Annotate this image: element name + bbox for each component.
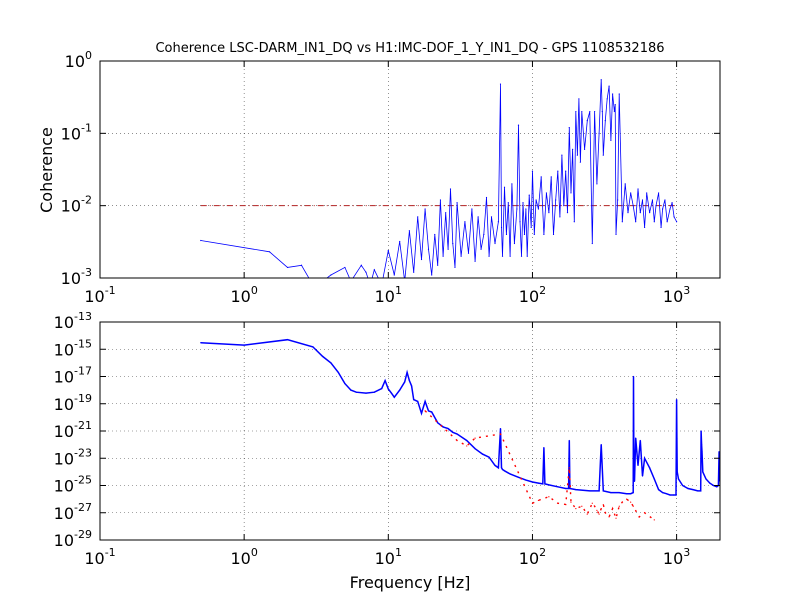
x-tick-exponent: 3 <box>683 546 690 559</box>
data-point <box>596 509 598 511</box>
data-point <box>586 513 588 515</box>
data-point <box>630 501 632 503</box>
y-tick-exponent: -1 <box>81 121 92 134</box>
y-tick-exponent: -2 <box>81 194 92 207</box>
y-tick-exponent: -25 <box>74 474 92 487</box>
x-tick-exponent: 0 <box>251 284 258 297</box>
data-point <box>591 502 593 504</box>
data-point <box>602 503 604 506</box>
data-point <box>570 501 572 503</box>
series-line <box>200 338 720 496</box>
data-point <box>474 437 476 439</box>
x-tick-exponent: 1 <box>395 546 402 559</box>
plot-area <box>200 338 720 521</box>
y-tick-exponent: -13 <box>74 310 92 323</box>
axes-frame <box>99 60 721 279</box>
x-tick-exponent: 3 <box>683 284 690 297</box>
data-point <box>598 513 600 515</box>
grid-lines <box>100 61 720 278</box>
data-point <box>568 467 570 469</box>
series-line <box>200 79 677 278</box>
y-tick-exponent: -27 <box>74 501 92 514</box>
clipped-series <box>200 79 678 278</box>
y-tick-exponent: -3 <box>81 266 92 279</box>
data-point <box>618 505 620 507</box>
y-tick-exponent: -15 <box>74 337 92 350</box>
x-tick-exponent: 1 <box>395 284 402 297</box>
y-tick-exponent: -23 <box>74 446 92 459</box>
y-tick-exponent: -17 <box>74 365 92 378</box>
y-axis-label: Coherence <box>37 127 56 213</box>
x-tick-exponent: -1 <box>105 284 116 297</box>
series-line <box>424 410 655 521</box>
y-tick-exponent: -19 <box>74 392 92 405</box>
series-0 <box>200 338 720 496</box>
data-point <box>575 508 577 510</box>
data-point <box>466 445 468 447</box>
x-tick-exponent: 0 <box>251 546 258 559</box>
data-point <box>548 496 550 498</box>
data-point <box>653 519 655 521</box>
data-point <box>581 505 583 507</box>
y-tick-exponent: 0 <box>85 49 92 62</box>
x-tick-exponent: -1 <box>105 546 116 559</box>
data-point <box>615 517 617 519</box>
y-tick-exponent: -21 <box>74 419 92 432</box>
series-1 <box>424 410 655 521</box>
y-tick-exponent: -29 <box>74 528 92 541</box>
x-tick-exponent: 2 <box>539 284 546 297</box>
data-point <box>632 505 634 507</box>
plot-area <box>200 79 678 278</box>
chart-title: Coherence LSC-DARM_IN1_DQ vs H1:IMC-DOF_… <box>155 41 664 56</box>
x-axis-label: Frequency [Hz] <box>350 573 471 592</box>
data-point <box>537 499 540 502</box>
series-0 <box>200 79 678 278</box>
clipped-series <box>200 338 720 521</box>
x-tick-exponent: 2 <box>539 546 546 559</box>
